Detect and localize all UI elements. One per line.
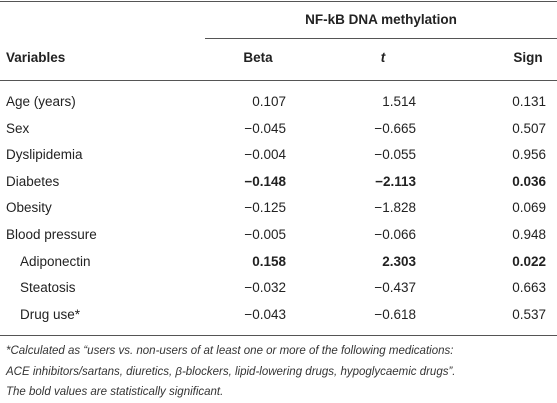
cell-value: 0.131 [512, 94, 546, 109]
cell-value: 1.514 [382, 94, 416, 109]
cell-value: −0.066 [374, 227, 416, 242]
row-label: Age (years) [6, 94, 76, 109]
row-label: Obesity [6, 200, 52, 216]
row-label: Blood pressure [6, 227, 97, 242]
cell-value: 0.663 [512, 280, 546, 296]
group-header: NF-kB DNA methylation [305, 12, 457, 27]
header-rule [0, 80, 557, 81]
cell-value: 0.537 [512, 306, 546, 322]
cell-value: −0.032 [244, 280, 286, 296]
cell-value: −0.043 [244, 306, 286, 322]
group-rule [205, 38, 557, 39]
top-rule [0, 1, 557, 2]
cell-value: −0.148 [244, 173, 286, 189]
row-label: Diabetes [6, 173, 60, 189]
cell-value: 0.022 [512, 253, 546, 269]
cell-value: 0.036 [512, 173, 546, 189]
cell-value: 0.158 [252, 253, 286, 269]
cell-value: 0.948 [512, 227, 546, 242]
cell-value: −0.665 [374, 120, 416, 136]
row-label: Drug use* [20, 306, 81, 322]
cell-value: −2.113 [375, 173, 416, 189]
cell-value: −0.437 [374, 280, 416, 296]
cell-value: 0.956 [512, 147, 546, 163]
row-label: Sex [6, 120, 30, 136]
cell-value: 0.069 [512, 200, 546, 216]
cell-value: −0.004 [244, 147, 286, 163]
cell-value: −0.055 [374, 147, 416, 163]
footnote: *Calculated as “users vs. non-users of a… [6, 345, 454, 358]
bottom-rule [0, 335, 557, 337]
cell-value: 0.107 [252, 94, 286, 109]
footnote: The bold values are statistically signif… [6, 386, 224, 399]
column-header: t [380, 50, 386, 65]
cell-value: −0.005 [244, 227, 286, 242]
row-label: Dyslipidemia [6, 147, 83, 163]
cell-value: −0.125 [244, 200, 286, 216]
column-header: Beta [243, 50, 273, 65]
column-header: Variables [6, 50, 66, 65]
cell-value: 0.507 [512, 120, 546, 136]
footnote: ACE inhibitors/sartans, diuretics, β-blo… [6, 365, 456, 378]
row-label: Steatosis [20, 280, 76, 296]
cell-value: −1.828 [374, 200, 416, 216]
row-label: Adiponectin [20, 253, 91, 269]
cell-value: 2.303 [382, 253, 416, 269]
column-header: Sign [513, 50, 543, 65]
cell-value: −0.045 [244, 120, 286, 136]
cell-value: −0.618 [374, 306, 416, 322]
